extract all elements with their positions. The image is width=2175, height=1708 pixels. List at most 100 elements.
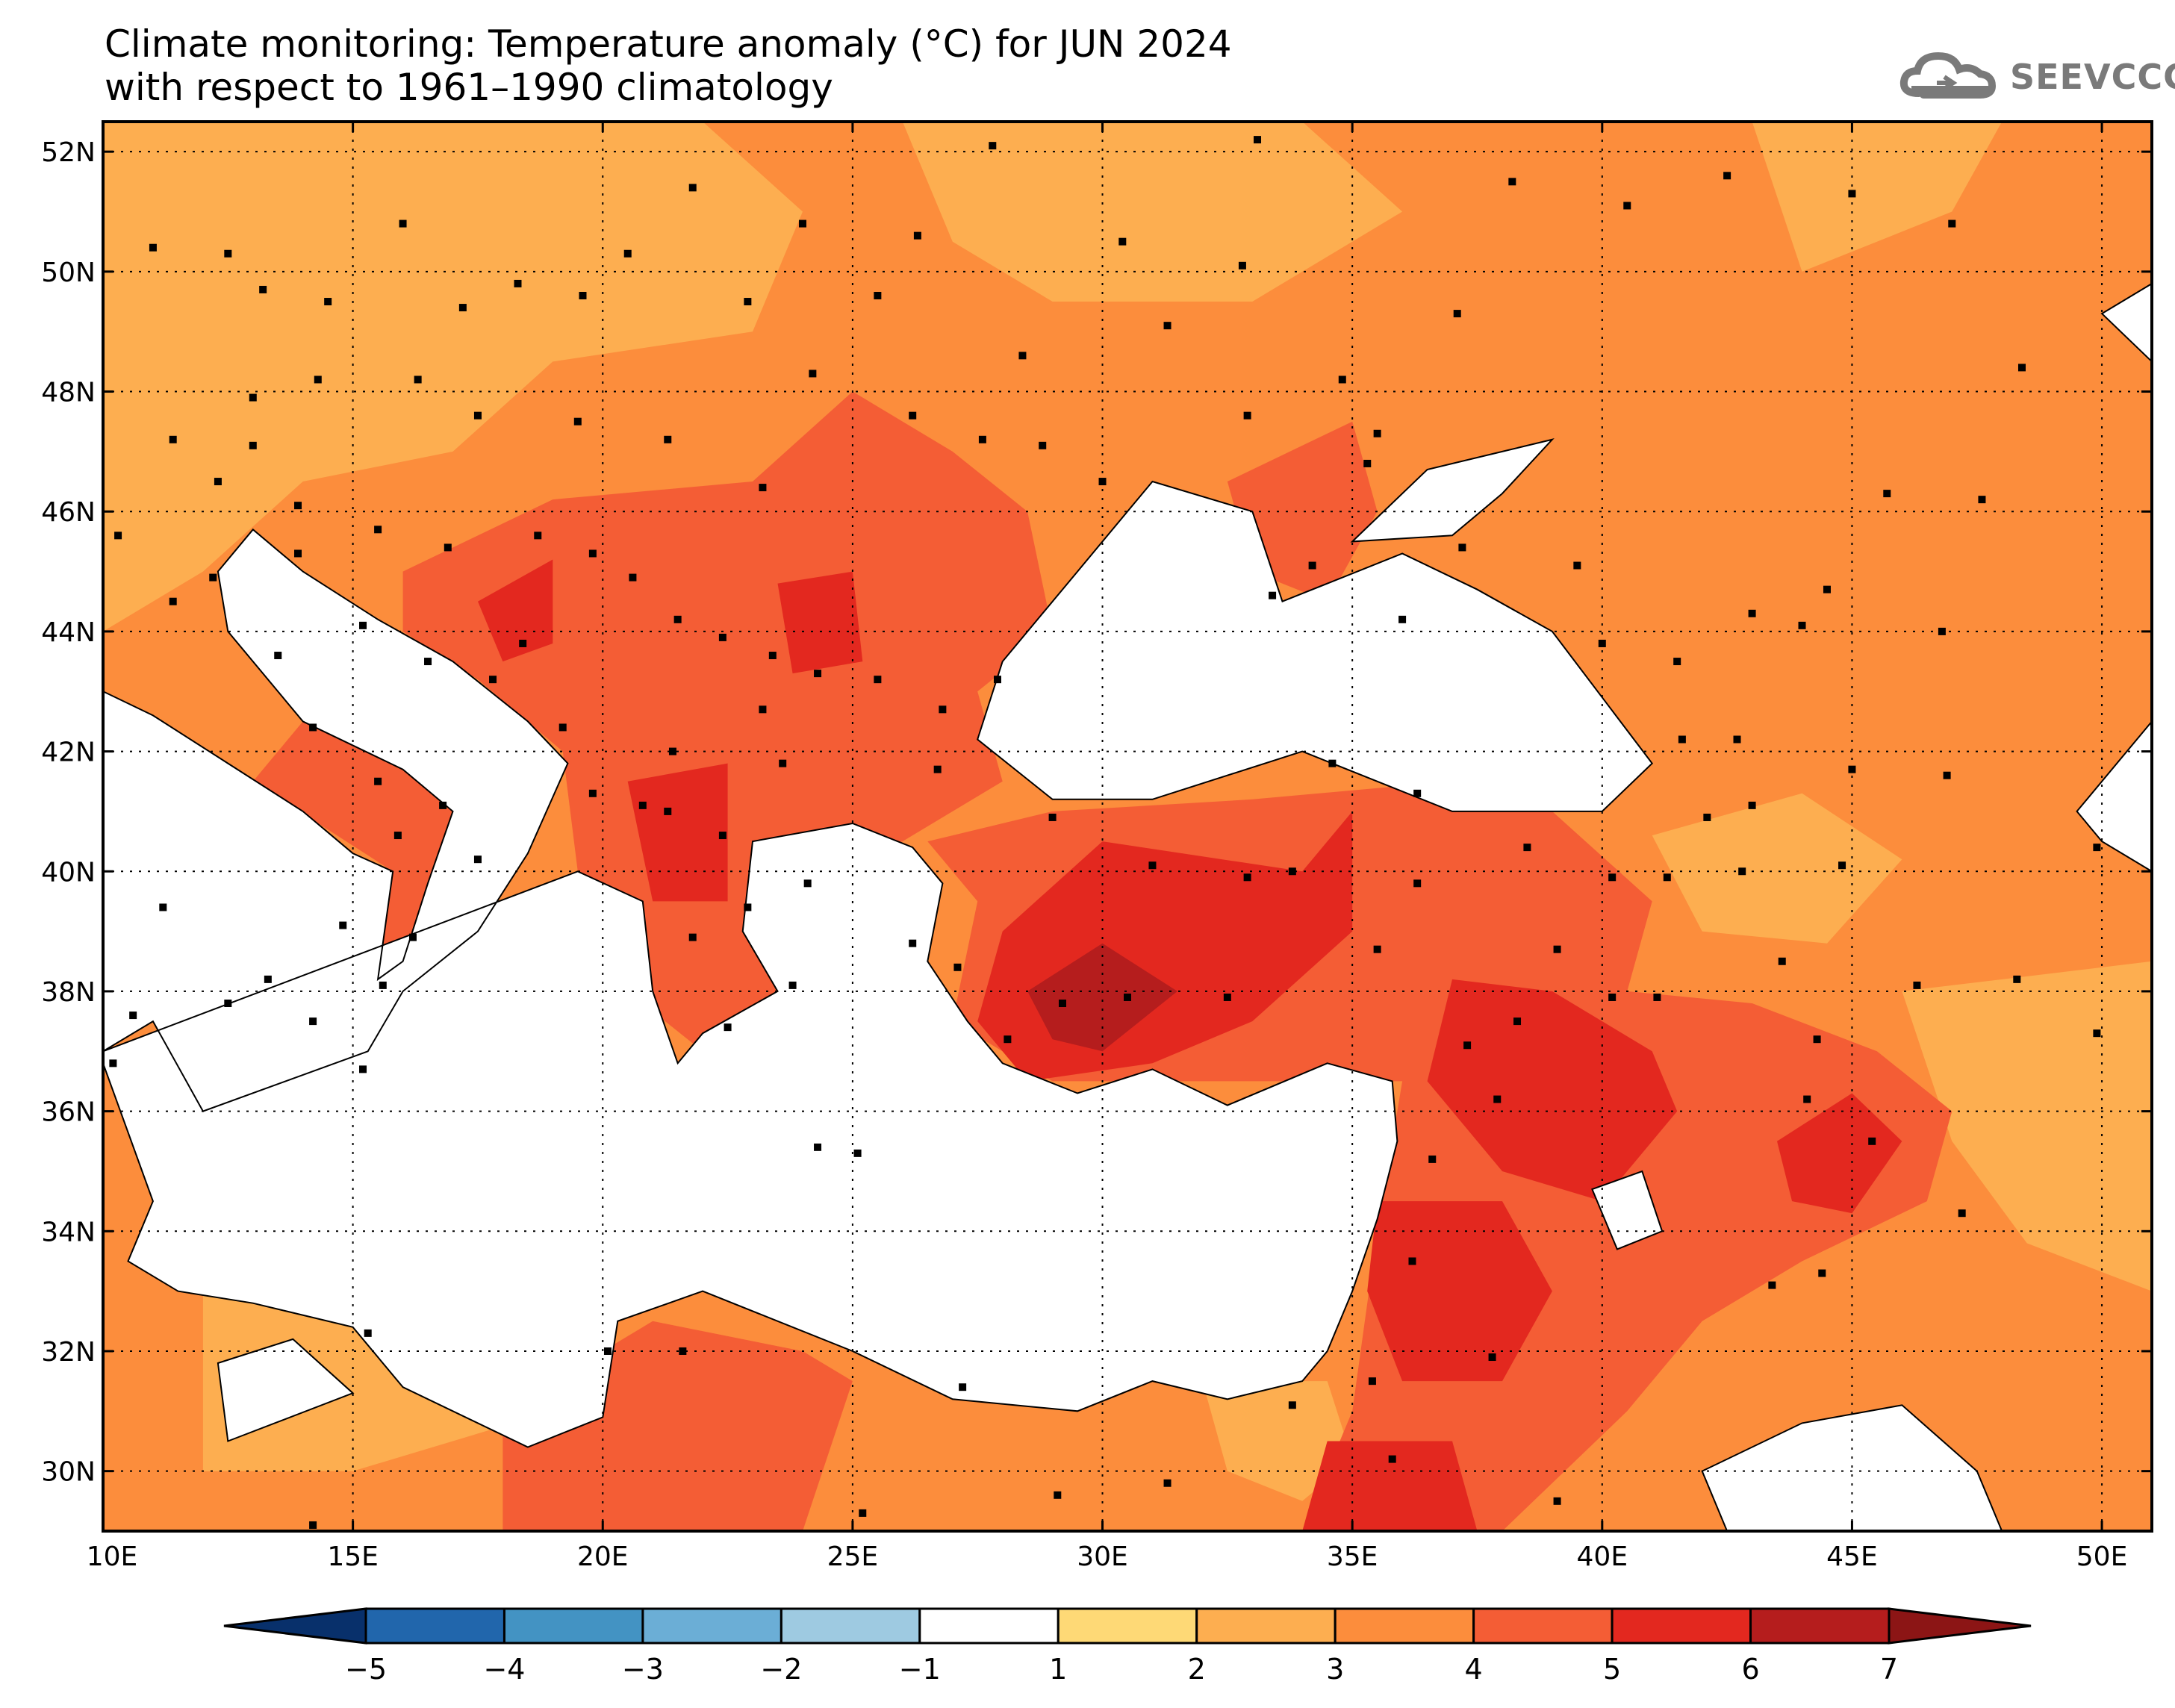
region-anatolia-6-7 <box>1027 943 1177 1052</box>
station-marker <box>249 393 257 402</box>
station-marker <box>1463 1041 1472 1050</box>
station-marker <box>534 532 542 540</box>
region-levant-5-6 <box>1367 1201 1552 1382</box>
station-marker <box>953 963 962 971</box>
title-line-2: with respect to 1961–1990 climatology <box>105 66 833 109</box>
station-marker <box>1039 441 1047 449</box>
station-marker <box>588 789 597 797</box>
lon-tick-label: 40E <box>1577 1542 1628 1572</box>
station-marker <box>159 903 167 911</box>
region-jordan-5-6 <box>1302 1441 1478 1531</box>
region-iraq-5-6 <box>1777 1093 1902 1214</box>
region-greece-5-6 <box>627 763 728 902</box>
station-marker <box>718 832 726 840</box>
station-marker <box>274 652 282 660</box>
station-markers <box>109 136 2101 1529</box>
station-marker <box>1488 1353 1496 1362</box>
colorbar-label: 4 <box>1465 1653 1483 1686</box>
station-marker <box>1058 1000 1066 1008</box>
station-marker <box>379 981 387 989</box>
region-ukraine-2-3 <box>902 122 1403 302</box>
station-marker <box>724 1023 732 1032</box>
station-marker <box>439 801 447 809</box>
station-marker <box>809 370 817 378</box>
station-marker <box>1943 771 1951 779</box>
colorbar-box <box>1057 1607 1198 1645</box>
station-marker <box>588 549 597 558</box>
station-marker <box>1838 861 1846 870</box>
station-marker <box>1608 873 1617 882</box>
station-marker <box>2093 1029 2101 1038</box>
station-marker <box>309 1017 317 1026</box>
station-marker <box>1573 561 1581 570</box>
station-marker <box>1458 543 1466 552</box>
colorbar-box <box>502 1607 644 1645</box>
station-marker <box>399 219 407 228</box>
station-marker <box>688 933 697 941</box>
station-marker <box>1673 658 1681 666</box>
station-marker <box>798 219 806 228</box>
station-marker <box>1958 1209 1966 1218</box>
station-marker <box>1223 993 1231 1001</box>
colorbar-label: −3 <box>622 1653 664 1686</box>
colorbar-label: −4 <box>483 1653 525 1686</box>
station-marker <box>744 298 752 306</box>
station-marker <box>109 1059 117 1068</box>
lon-tick-label: 50E <box>2076 1542 2128 1572</box>
colorbar-box <box>641 1607 782 1645</box>
lat-tick-label: 36N <box>41 1097 96 1128</box>
station-marker <box>978 435 986 443</box>
station-marker <box>249 441 257 449</box>
station-marker <box>993 676 1001 684</box>
station-marker <box>679 1347 687 1355</box>
station-marker <box>473 411 482 420</box>
colorbar-label: 6 <box>1741 1653 1759 1686</box>
station-marker <box>1598 639 1606 647</box>
station-marker <box>1453 310 1461 318</box>
station-marker <box>913 231 921 240</box>
colorbar-min-arrow <box>223 1607 367 1645</box>
station-marker <box>1148 861 1157 870</box>
station-marker <box>909 411 917 420</box>
station-marker <box>939 705 947 714</box>
title-line-1: Climate monitoring: Temperature anomaly … <box>105 22 1232 66</box>
station-marker <box>623 249 632 258</box>
anomaly-fill-regions <box>103 122 2152 1531</box>
station-marker <box>309 723 317 732</box>
station-marker <box>1513 1017 1522 1026</box>
station-marker <box>1373 945 1381 953</box>
lat-tick-label: 46N <box>41 497 96 528</box>
lat-tick-label: 38N <box>41 977 96 1008</box>
station-marker <box>374 777 382 785</box>
region-black-sea <box>977 480 1654 812</box>
lat-tick-label: 34N <box>41 1217 96 1247</box>
station-marker <box>573 417 582 426</box>
station-marker <box>1553 1497 1561 1505</box>
station-marker <box>1813 1035 1821 1044</box>
station-marker <box>374 526 382 534</box>
station-marker <box>1883 490 1891 498</box>
station-marker <box>1678 735 1686 744</box>
station-marker <box>1413 789 1422 797</box>
station-marker <box>1848 765 1856 773</box>
station-marker <box>1408 1257 1416 1265</box>
station-marker <box>1388 1455 1396 1463</box>
station-marker <box>1163 322 1171 330</box>
lat-tick-label: 30N <box>41 1457 96 1488</box>
station-marker <box>309 1521 317 1529</box>
station-marker <box>1733 735 1741 744</box>
station-marker <box>1868 1137 1876 1145</box>
station-marker <box>1768 1281 1776 1289</box>
station-marker <box>664 807 672 815</box>
station-marker <box>114 532 122 540</box>
station-marker <box>1493 1095 1502 1103</box>
station-marker <box>149 243 157 252</box>
lat-tick-label: 40N <box>41 857 96 888</box>
station-marker <box>1048 813 1057 821</box>
region-caspian-edge <box>2076 720 2152 873</box>
station-marker <box>1308 561 1316 570</box>
station-marker <box>209 573 217 582</box>
region-syria-5-6 <box>1427 979 1678 1202</box>
station-marker <box>814 1143 822 1151</box>
station-marker <box>339 921 347 929</box>
